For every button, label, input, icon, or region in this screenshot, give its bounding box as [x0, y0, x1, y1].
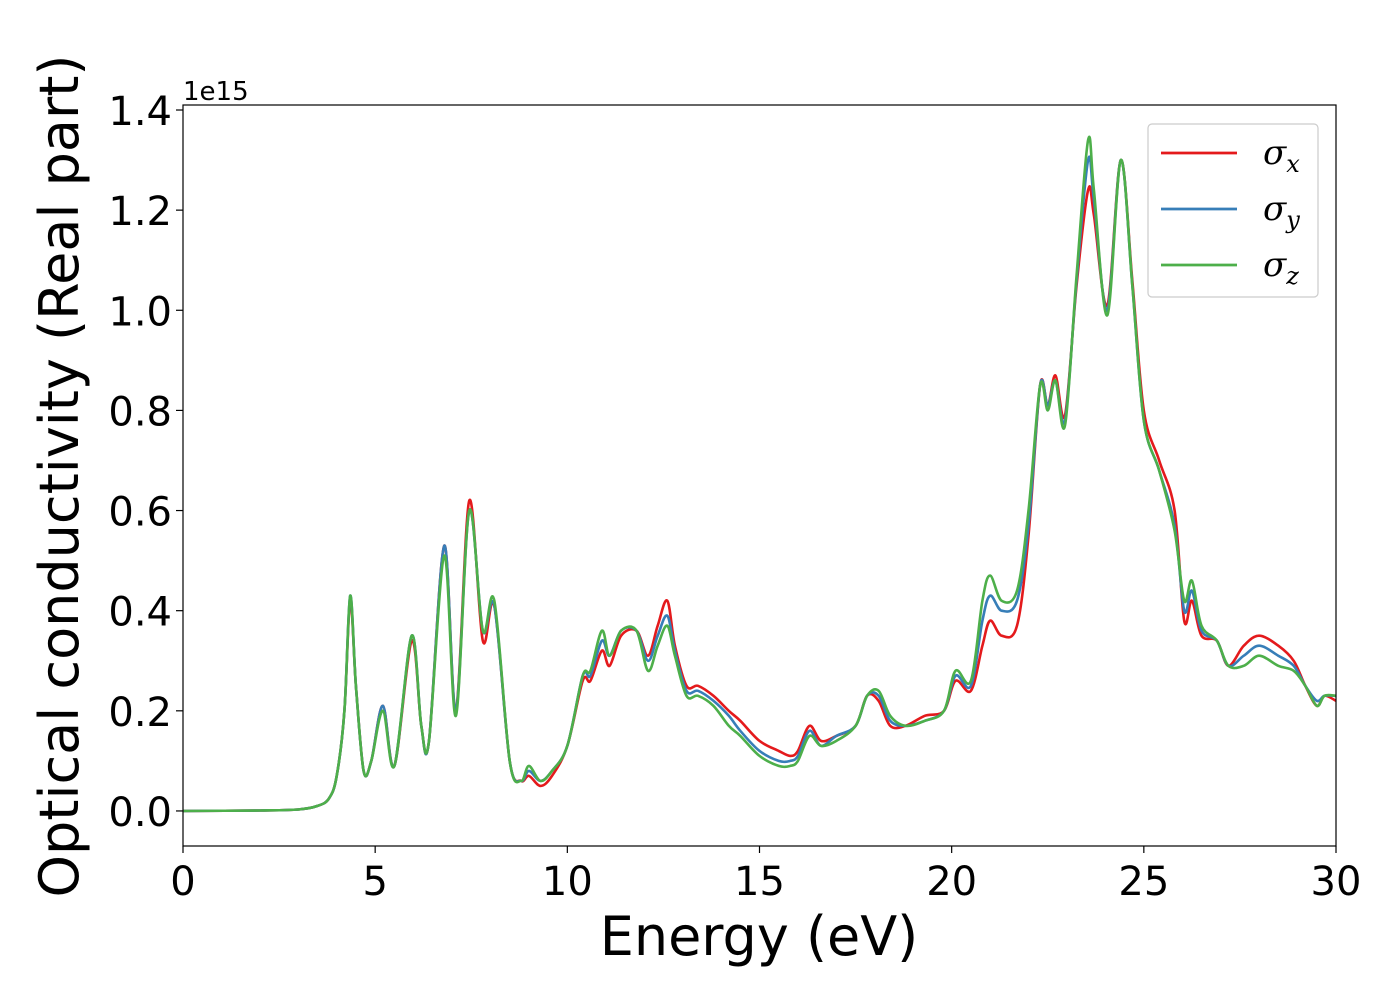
y-tick-label: 0.6 [108, 490, 172, 536]
x-tick-label: 5 [362, 859, 387, 905]
y-axis-offset-text: 1e15 [183, 77, 249, 107]
y-axis-label: Optical conductivity (Real part) [28, 55, 91, 898]
series-layer [183, 135, 1336, 813]
y-tick-label: 1.4 [108, 89, 172, 135]
legend-frame [1147, 123, 1319, 298]
y-tick-label: 0.2 [108, 690, 172, 736]
y-tick-label: 1.2 [108, 189, 172, 235]
y-tick-label: 1.0 [108, 289, 172, 335]
x-tick-label: 25 [1118, 859, 1169, 905]
x-axis-label: Energy (eV) [600, 905, 919, 968]
legend: σx σy σz [1147, 123, 1319, 298]
x-tick-label: 10 [542, 859, 593, 905]
x-tick-label: 15 [734, 859, 785, 905]
legend-label-y: σy [1263, 189, 1300, 234]
series-line-z [183, 135, 1336, 813]
y-tick-label: 0.4 [108, 590, 172, 636]
legend-label-z: σz [1263, 245, 1299, 290]
y-tick-label: 0.8 [108, 389, 172, 435]
legend-label-x: σx [1263, 133, 1300, 178]
y-tick-label: 0.0 [108, 790, 172, 836]
y-axis-ticks: 0.0 0.2 0.4 0.6 0.8 1.0 1.2 1.4 [108, 89, 183, 836]
x-tick-label: 20 [926, 859, 977, 905]
x-axis-ticks: 0 5 10 15 20 25 30 [170, 846, 1361, 905]
x-tick-label: 30 [1311, 859, 1362, 905]
x-tick-label: 0 [170, 859, 195, 905]
